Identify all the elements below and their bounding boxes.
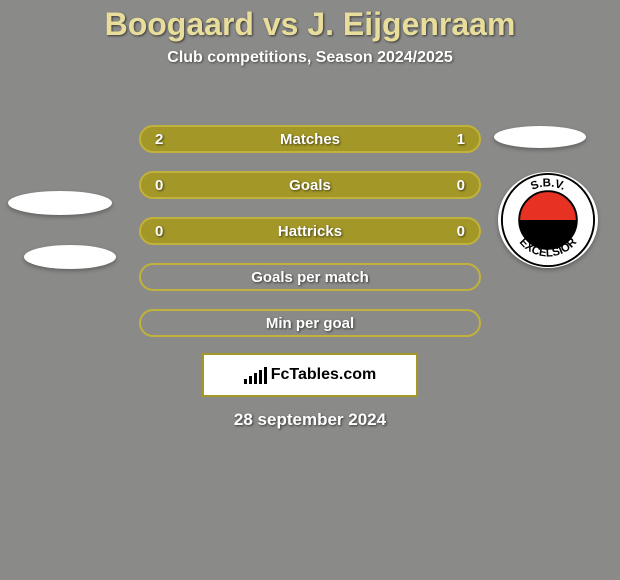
left-ellipse-2 [24, 245, 116, 269]
stat-row: 2Matches1 [139, 125, 481, 153]
stat-left-value: 0 [155, 177, 163, 194]
stat-right-value: 1 [457, 131, 465, 148]
stat-label: Goals per match [251, 269, 369, 286]
right-ellipse [494, 126, 586, 148]
stat-left-value: 2 [155, 131, 163, 148]
left-ellipse-1 [8, 191, 112, 215]
fctables-attribution: FcTables.com [202, 353, 418, 397]
right-club-badge: S.B.V. EXCELSIOR [498, 172, 598, 268]
comparison-date: 28 september 2024 [0, 410, 620, 430]
stat-row: 0Goals0 [139, 171, 481, 199]
comparison-title: Boogaard vs J. Eijgenraam [0, 0, 620, 43]
stat-label: Matches [163, 131, 456, 148]
stat-row-empty: Min per goal [139, 309, 481, 337]
stat-right-value: 0 [457, 223, 465, 240]
stat-left-value: 0 [155, 223, 163, 240]
stat-row: 0Hattricks0 [139, 217, 481, 245]
stat-label: Goals [163, 177, 456, 194]
stat-row-empty: Goals per match [139, 263, 481, 291]
stat-rows-container: 2Matches10Goals00Hattricks0Goals per mat… [139, 125, 481, 355]
excelsior-icon: S.B.V. EXCELSIOR [500, 172, 596, 268]
bar-chart-icon [244, 366, 267, 384]
stat-right-value: 0 [457, 177, 465, 194]
fctables-label: FcTables.com [271, 366, 377, 384]
stat-label: Min per goal [266, 315, 354, 332]
comparison-subtitle: Club competitions, Season 2024/2025 [0, 49, 620, 67]
stat-label: Hattricks [163, 223, 456, 240]
